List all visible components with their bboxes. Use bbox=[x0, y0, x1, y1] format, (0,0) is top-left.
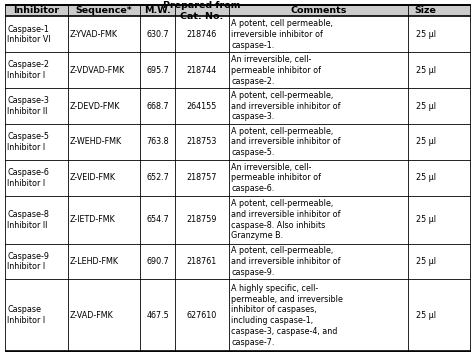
Text: Z-YVAD-FMK: Z-YVAD-FMK bbox=[69, 30, 118, 39]
Text: 25 μl: 25 μl bbox=[416, 102, 436, 111]
Text: A potent, cell permeable,
irreversible inhibitor of
caspase-1.: A potent, cell permeable, irreversible i… bbox=[231, 19, 333, 50]
Text: 630.7: 630.7 bbox=[146, 30, 169, 39]
Text: Caspase-8
Inhibitor II: Caspase-8 Inhibitor II bbox=[7, 210, 49, 230]
Text: A potent, cell-permeable,
and irreversible inhibitor of
caspase-5.: A potent, cell-permeable, and irreversib… bbox=[231, 127, 340, 157]
Text: 218761: 218761 bbox=[187, 257, 217, 266]
Text: Caspase-3
Inhibitor II: Caspase-3 Inhibitor II bbox=[7, 96, 49, 116]
Text: Caspase-5
Inhibitor I: Caspase-5 Inhibitor I bbox=[7, 132, 49, 152]
Text: A potent, cell-permeable,
and irreversible inhibitor of
caspase-8. Also inhibits: A potent, cell-permeable, and irreversib… bbox=[231, 199, 340, 240]
Bar bbox=[5, 17, 471, 52]
Text: Inhibitor: Inhibitor bbox=[13, 6, 60, 15]
Text: Z-DEVD-FMK: Z-DEVD-FMK bbox=[69, 102, 120, 111]
Text: 218744: 218744 bbox=[187, 66, 217, 75]
Text: 25 μl: 25 μl bbox=[416, 311, 436, 320]
Text: A potent, cell-permeable,
and irreversible inhibitor of
caspase-9.: A potent, cell-permeable, and irreversib… bbox=[231, 246, 340, 277]
Text: 763.8: 763.8 bbox=[146, 138, 169, 147]
Text: 695.7: 695.7 bbox=[146, 66, 169, 75]
Text: Caspase-1
Inhibitor VI: Caspase-1 Inhibitor VI bbox=[7, 24, 51, 44]
Text: Sequence*: Sequence* bbox=[76, 6, 132, 15]
Text: 690.7: 690.7 bbox=[146, 257, 169, 266]
Text: Z-VDVAD-FMK: Z-VDVAD-FMK bbox=[69, 66, 125, 75]
Text: 25 μl: 25 μl bbox=[416, 215, 436, 224]
Text: M.W.: M.W. bbox=[144, 6, 171, 15]
Text: Caspase
Inhibitor I: Caspase Inhibitor I bbox=[7, 305, 45, 325]
Bar bbox=[5, 279, 471, 351]
Text: 668.7: 668.7 bbox=[146, 102, 169, 111]
Text: Prepared from
Cat. No.: Prepared from Cat. No. bbox=[163, 1, 240, 21]
Text: Caspase-9
Inhibitor I: Caspase-9 Inhibitor I bbox=[7, 252, 49, 271]
Bar bbox=[5, 52, 471, 88]
Text: 467.5: 467.5 bbox=[146, 311, 169, 320]
Text: 264155: 264155 bbox=[187, 102, 217, 111]
Bar bbox=[5, 124, 471, 160]
Text: Size: Size bbox=[415, 6, 436, 15]
Text: 25 μl: 25 μl bbox=[416, 173, 436, 182]
Text: Z-VAD-FMK: Z-VAD-FMK bbox=[69, 311, 113, 320]
Bar bbox=[5, 5, 471, 17]
Text: 25 μl: 25 μl bbox=[416, 66, 436, 75]
Text: Comments: Comments bbox=[290, 6, 347, 15]
Text: 627610: 627610 bbox=[187, 311, 217, 320]
Text: 25 μl: 25 μl bbox=[416, 30, 436, 39]
Text: Z-WEHD-FMK: Z-WEHD-FMK bbox=[69, 138, 122, 147]
Text: 652.7: 652.7 bbox=[146, 173, 169, 182]
Bar bbox=[5, 196, 471, 244]
Bar bbox=[5, 160, 471, 196]
Text: A highly specific, cell-
permeable, and irreversible
inhibitor of caspases,
incl: A highly specific, cell- permeable, and … bbox=[231, 284, 343, 347]
Text: An irreversible, cell-
permeable inhibitor of
caspase-6.: An irreversible, cell- permeable inhibit… bbox=[231, 163, 321, 193]
Text: Caspase-6
Inhibitor I: Caspase-6 Inhibitor I bbox=[7, 168, 49, 188]
Text: 25 μl: 25 μl bbox=[416, 257, 436, 266]
Text: A potent, cell-permeable,
and irreversible inhibitor of
caspase-3.: A potent, cell-permeable, and irreversib… bbox=[231, 91, 340, 121]
Text: An irreversible, cell-
permeable inhibitor of
caspase-2.: An irreversible, cell- permeable inhibit… bbox=[231, 55, 321, 86]
Text: 218746: 218746 bbox=[187, 30, 217, 39]
Text: Z-IETD-FMK: Z-IETD-FMK bbox=[69, 215, 115, 224]
Bar bbox=[5, 244, 471, 279]
Bar bbox=[5, 88, 471, 124]
Text: Z-VEID-FMK: Z-VEID-FMK bbox=[69, 173, 116, 182]
Text: 218753: 218753 bbox=[187, 138, 217, 147]
Text: Z-LEHD-FMK: Z-LEHD-FMK bbox=[69, 257, 119, 266]
Text: 654.7: 654.7 bbox=[146, 215, 169, 224]
Text: 218759: 218759 bbox=[187, 215, 217, 224]
Text: Caspase-2
Inhibitor I: Caspase-2 Inhibitor I bbox=[7, 60, 49, 80]
Text: 25 μl: 25 μl bbox=[416, 138, 436, 147]
Text: 218757: 218757 bbox=[187, 173, 217, 182]
